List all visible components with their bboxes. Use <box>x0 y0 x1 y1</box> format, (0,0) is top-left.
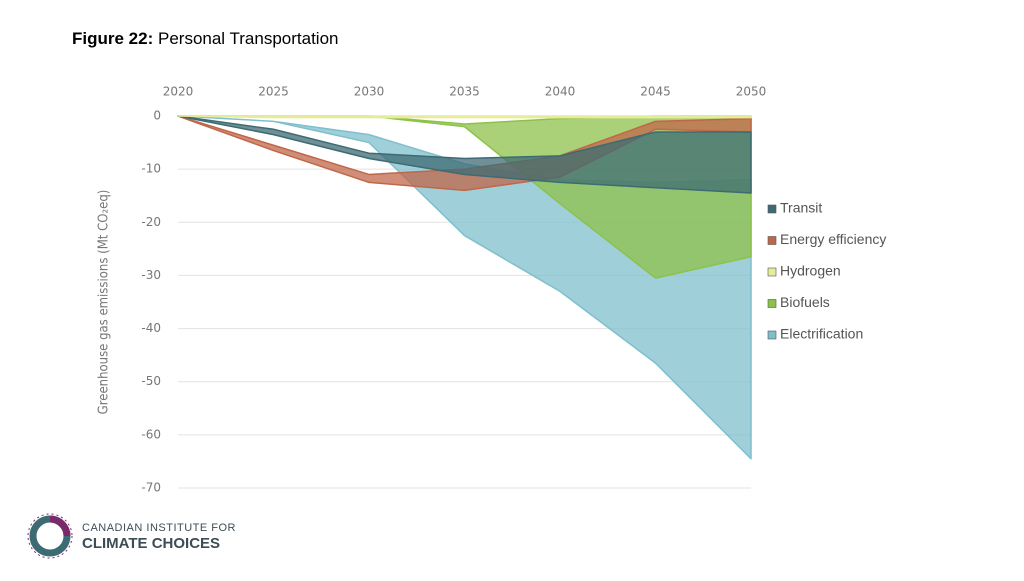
y-tick-label: -70 <box>141 481 161 495</box>
y-tick-label: -60 <box>141 427 161 441</box>
x-tick-label: 2040 <box>545 85 576 99</box>
figure-label: Figure 22: <box>72 29 153 48</box>
y-tick-label: -40 <box>141 321 161 335</box>
y-tick-label: -30 <box>141 268 161 282</box>
x-tick-label: 2025 <box>258 85 289 99</box>
x-tick-label: 2030 <box>354 85 385 99</box>
legend-label: Hydrogen <box>780 263 841 279</box>
x-tick-label: 2020 <box>163 85 194 99</box>
chart-heading: Figure 22: Personal Transportation <box>72 29 338 48</box>
x-tick-label: 2050 <box>736 85 767 99</box>
legend-swatch <box>767 299 777 308</box>
chart-title: Personal Transportation <box>158 29 339 48</box>
logo-arc <box>49 515 71 537</box>
legend-swatch <box>767 330 777 340</box>
legend-swatch <box>767 204 777 214</box>
legend-label: Energy efficiency <box>780 231 886 247</box>
range-band <box>177 115 752 192</box>
legend-swatch <box>767 267 777 277</box>
range-band <box>177 115 752 119</box>
y-tick-label: 0 <box>153 109 161 123</box>
logo-dots <box>27 513 73 559</box>
x-tick-label: 2035 <box>449 85 480 99</box>
logo-line1: CANADIAN INSTITUTE FOR <box>82 522 236 534</box>
y-axis-label: Greenhouse gas emissions (Mt CO₂eq) <box>97 190 112 415</box>
logo-line2: CLIMATE CHOICES <box>82 535 220 552</box>
y-tick-label: -50 <box>141 374 161 388</box>
x-tick-label: 2045 <box>640 85 671 99</box>
logo: CANADIAN INSTITUTE FOR CLIMATE CHOICES <box>27 513 236 559</box>
range-band <box>177 115 752 194</box>
legend-label: Transit <box>780 200 822 216</box>
legend-swatch <box>767 236 777 245</box>
legend-label: Biofuels <box>780 294 830 310</box>
y-tick-label: -20 <box>141 215 161 229</box>
legend-label: Electrification <box>780 326 863 342</box>
y-tick-label: -10 <box>141 162 161 176</box>
